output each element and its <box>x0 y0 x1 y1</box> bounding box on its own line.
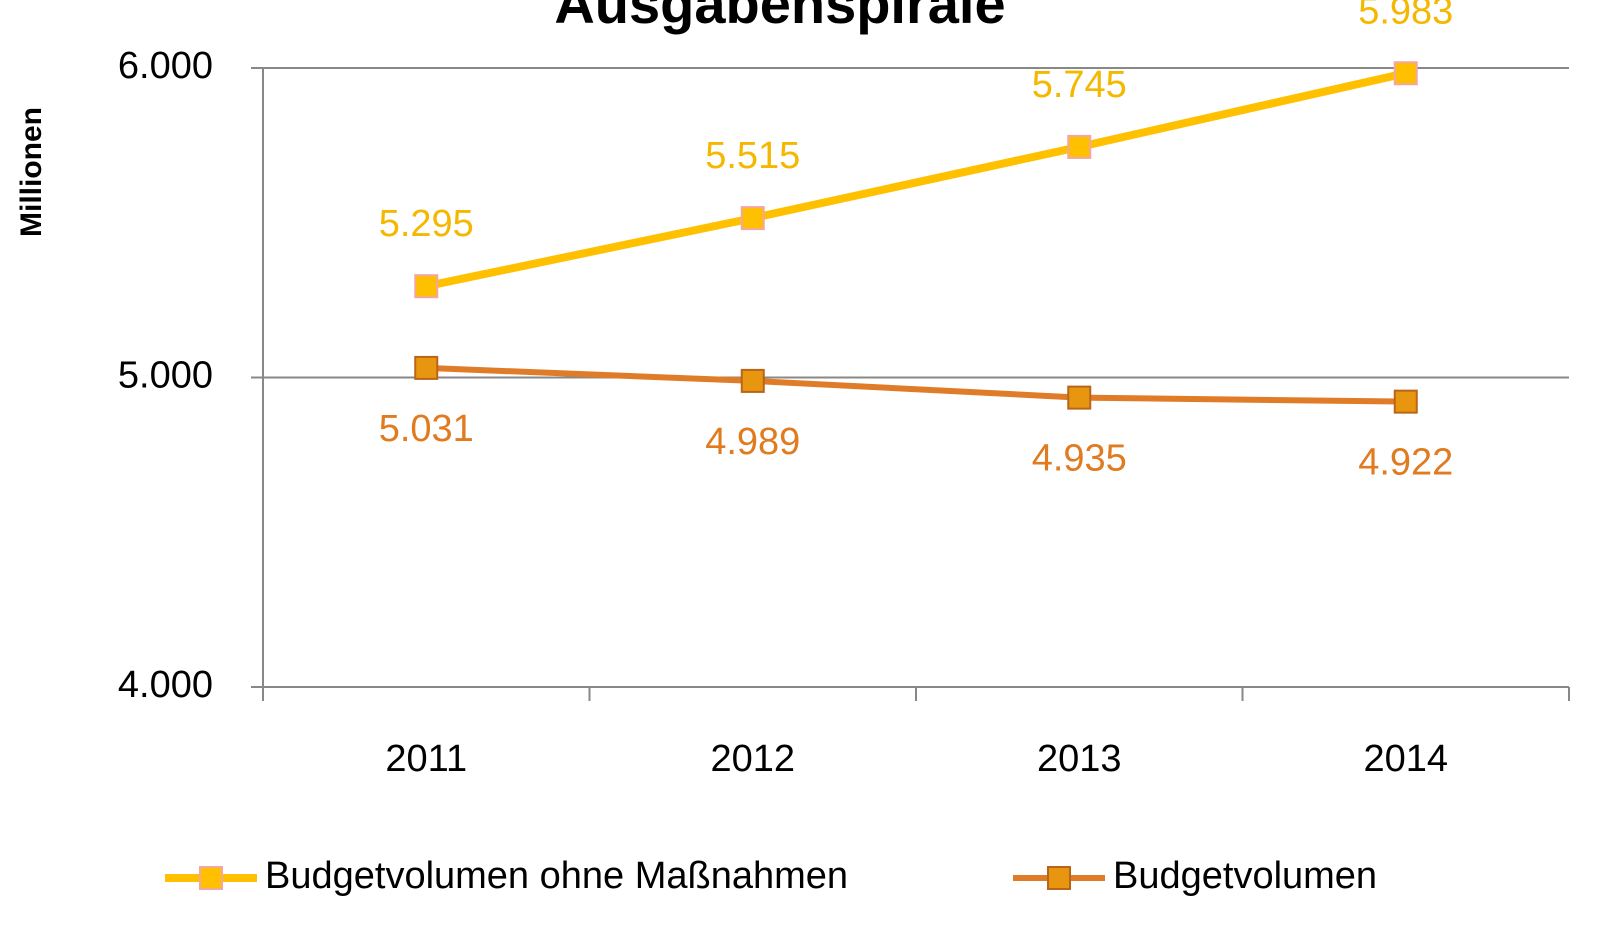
y-tick-label: 6.000 <box>118 45 213 87</box>
x-tick-label: 2013 <box>1037 738 1122 780</box>
data-label: 5.295 <box>379 203 474 245</box>
y-tick-label: 5.000 <box>118 355 213 397</box>
x-tick-label: 2014 <box>1363 738 1448 780</box>
data-point <box>1393 389 1418 414</box>
legend-marker <box>199 866 223 890</box>
y-tick-label: 4.000 <box>118 664 213 706</box>
y-axis-label: Millionen <box>15 107 48 237</box>
data-point <box>740 206 765 231</box>
data-point <box>740 368 765 393</box>
data-point <box>1067 134 1092 159</box>
x-tick-label: 2011 <box>385 738 467 780</box>
data-label: 4.989 <box>705 421 800 463</box>
data-label: 4.935 <box>1032 438 1127 480</box>
legend-label: Budgetvolumen ohne Maßnahmen <box>265 855 848 897</box>
series-line <box>425 69 1407 291</box>
data-label: 4.922 <box>1358 442 1453 484</box>
x-tick-label: 2012 <box>710 738 795 780</box>
data-point <box>414 274 439 299</box>
data-point <box>1067 385 1092 410</box>
chart-title: Ausgabenspirale <box>554 0 1005 35</box>
data-label: 5.515 <box>705 135 800 177</box>
data-label: 5.745 <box>1032 64 1127 106</box>
data-point <box>1393 61 1418 86</box>
legend-label: Budgetvolumen <box>1113 855 1377 897</box>
legend-marker <box>1047 866 1071 890</box>
data-point <box>414 355 439 380</box>
data-label: 5.983 <box>1358 0 1453 32</box>
data-label: 5.031 <box>379 408 474 450</box>
series-line <box>426 364 1406 405</box>
